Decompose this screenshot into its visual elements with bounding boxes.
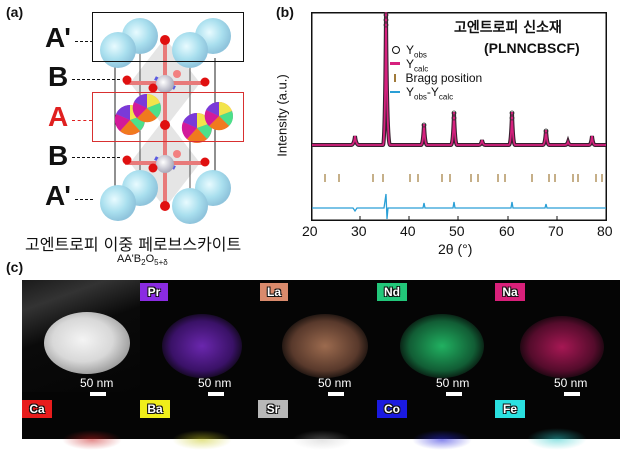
fe-map bbox=[527, 428, 587, 450]
formula-o: O bbox=[145, 253, 155, 265]
blue-line-icon bbox=[390, 91, 400, 93]
element-chip-la: La bbox=[260, 283, 288, 301]
element-chip-ca: Ca bbox=[22, 400, 52, 418]
chart-title-line-2: (PLNNCBSCF) bbox=[484, 40, 580, 56]
nd-map bbox=[400, 314, 484, 378]
legend-item-yobs: Yobs bbox=[390, 42, 482, 59]
element-chip-sr: Sr bbox=[258, 400, 288, 418]
na-map bbox=[520, 316, 604, 378]
layer-leader-line bbox=[75, 41, 93, 42]
element-chip-nd: Nd bbox=[377, 283, 407, 301]
panel-a-formula: AA'B2O5+δ bbox=[117, 253, 168, 267]
particle bbox=[44, 312, 130, 374]
layer-leader-line bbox=[72, 79, 120, 80]
panel-a-label: (a) bbox=[6, 4, 24, 20]
eds-map-grid: Pr La Nd Na 50 nm 50 nm 50 nm 50 nm 50 n… bbox=[22, 280, 620, 450]
element-chip-fe: Fe bbox=[495, 400, 525, 418]
formula-sub-2: 5+δ bbox=[154, 258, 168, 268]
scale-bar bbox=[328, 392, 344, 396]
x-tick-50: 50 bbox=[449, 223, 465, 239]
legend-item-bragg: Bragg position bbox=[390, 70, 482, 85]
element-chip-co: Co bbox=[377, 400, 407, 418]
scale-bar bbox=[446, 392, 462, 396]
layer-leader-line bbox=[72, 157, 120, 158]
layer-label-b-top: B bbox=[48, 61, 68, 92]
panel-a-caption: 고엔트로피 이중 페로브스카이트 bbox=[25, 235, 242, 254]
legend-item-ycalc: Ycalc bbox=[390, 56, 482, 73]
scale-label: 50 nm bbox=[318, 376, 352, 390]
a-layer-box bbox=[92, 92, 244, 142]
x-tick-70: 70 bbox=[548, 223, 564, 239]
formula-main: AA'B bbox=[117, 253, 142, 265]
xrd-plot bbox=[311, 12, 607, 221]
scale-bar bbox=[564, 392, 580, 396]
layer-label-a-prime-top: A' bbox=[45, 22, 71, 53]
panel-c-label: (c) bbox=[6, 259, 24, 275]
scale-label: 50 nm bbox=[554, 376, 588, 390]
legend-item-difference: Yobs-Ycalc bbox=[390, 84, 482, 101]
x-tick-40: 40 bbox=[400, 223, 416, 239]
a-prime-layer-box bbox=[92, 12, 244, 62]
layer-label-b-bottom: B bbox=[48, 140, 68, 171]
chart-legend: Yobs Ycalc Bragg position Yobs-Ycalc bbox=[390, 42, 482, 101]
la-map bbox=[282, 314, 368, 378]
crystal-structure-diagram bbox=[100, 18, 234, 224]
x-tick-30: 30 bbox=[351, 223, 367, 239]
ca-map bbox=[62, 430, 122, 450]
element-chip-ba: Ba bbox=[140, 400, 170, 418]
co-map bbox=[412, 430, 472, 450]
element-chip-pr: Pr bbox=[140, 283, 168, 301]
layer-leader-line bbox=[72, 120, 92, 121]
x-tick-60: 60 bbox=[499, 223, 515, 239]
layer-leader-line bbox=[75, 199, 93, 200]
x-tick-80: 80 bbox=[597, 223, 613, 239]
scale-label: 50 nm bbox=[436, 376, 470, 390]
element-chip-na: Na bbox=[495, 283, 525, 301]
scale-bar bbox=[90, 392, 106, 396]
scale-bar bbox=[208, 392, 224, 396]
x-axis-label: 2θ (°) bbox=[438, 241, 473, 257]
magenta-line-icon bbox=[390, 62, 400, 65]
sr-map bbox=[292, 430, 352, 450]
formula-sub-1: 2 bbox=[141, 258, 146, 268]
open-circle-icon bbox=[392, 46, 400, 54]
pr-map bbox=[162, 314, 242, 378]
layer-label-a: A bbox=[48, 101, 68, 132]
ba-map bbox=[172, 430, 232, 450]
layer-label-a-prime-bottom: A' bbox=[45, 180, 71, 211]
bragg-tick-icon bbox=[394, 74, 396, 82]
scale-label: 50 nm bbox=[198, 376, 232, 390]
chart-title-line-1: 고엔트로피 신소재 bbox=[454, 20, 562, 36]
scale-label: 50 nm bbox=[80, 376, 114, 390]
panel-b-label: (b) bbox=[276, 4, 294, 20]
y-axis-label: Intensity (a.u.) bbox=[274, 74, 290, 157]
x-tick-20: 20 bbox=[302, 223, 318, 239]
